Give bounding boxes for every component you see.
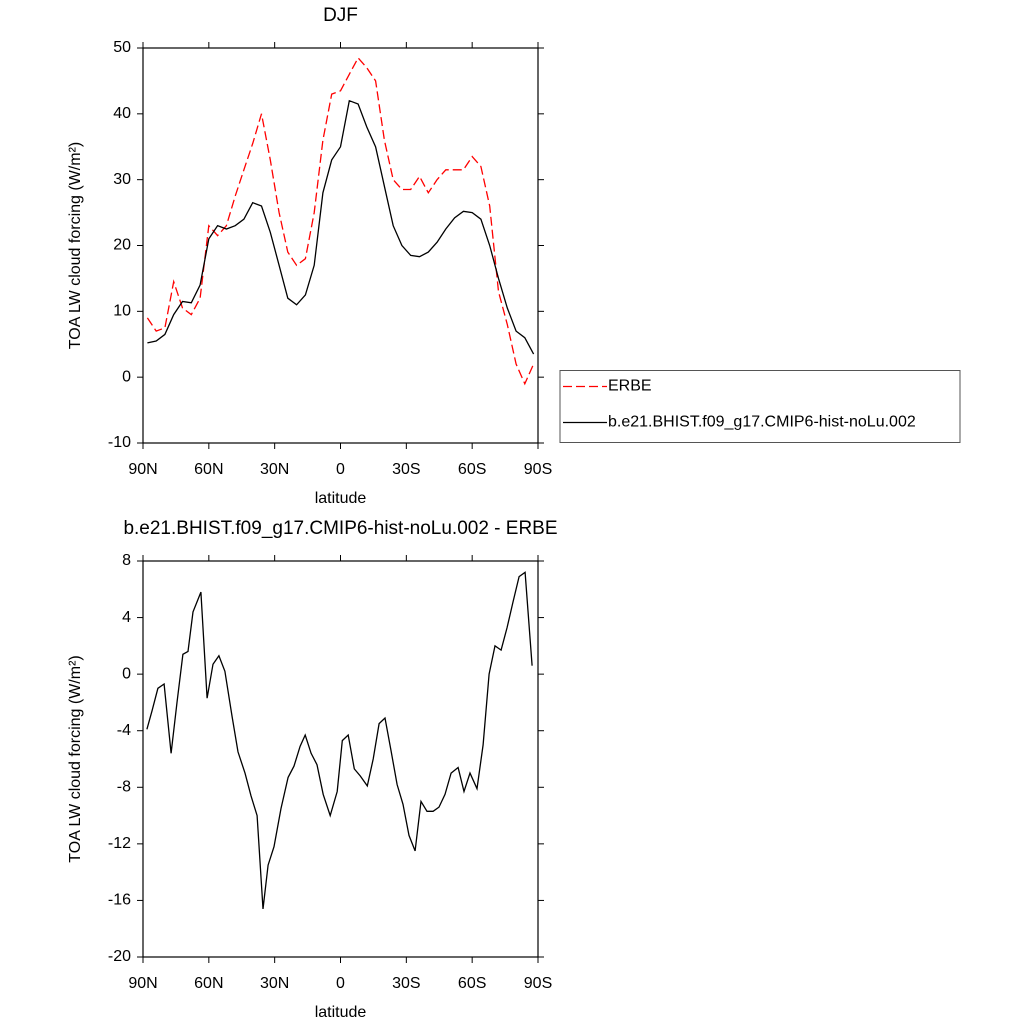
x-tick-label: 90S <box>524 975 552 992</box>
y-tick-label: 50 <box>113 39 131 56</box>
chart-title: b.e21.BHIST.f09_g17.CMIP6-hist-noLu.002 … <box>123 518 557 539</box>
legend-box <box>559 370 961 443</box>
legend-label: b.e21.BHIST.f09_g17.CMIP6-hist-noLu.002 <box>608 414 916 431</box>
chart-title: DJF <box>323 5 358 26</box>
x-tick-label: 0 <box>336 461 345 478</box>
y-tick-label: 30 <box>113 171 131 188</box>
data-line <box>147 99 535 355</box>
x-tick-label: 60S <box>458 975 486 992</box>
y-tick-label: 4 <box>122 609 131 626</box>
x-tick-label: 60S <box>458 461 486 478</box>
legend-label: ERBE <box>608 378 652 395</box>
x-tick-label: 90N <box>128 975 157 992</box>
y-tick-label: -12 <box>108 835 131 852</box>
y-tick-label: 0 <box>122 368 131 385</box>
x-tick-label: 90N <box>128 461 157 478</box>
x-axis-label: latitude <box>315 1004 367 1021</box>
y-tick-label: 20 <box>113 237 131 254</box>
data-line <box>146 56 535 386</box>
x-tick-label: 30N <box>260 975 289 992</box>
y-tick-label: 40 <box>113 105 131 122</box>
x-tick-label: 0 <box>336 975 345 992</box>
x-tick-label: 30N <box>260 461 289 478</box>
y-tick-label: 8 <box>122 552 131 569</box>
y-tick-label: 10 <box>113 303 131 320</box>
data-line <box>146 571 533 909</box>
plot-frame <box>142 47 539 444</box>
y-tick-label: 0 <box>122 665 131 682</box>
y-tick-label: -10 <box>108 434 131 451</box>
x-tick-label: 30S <box>392 975 420 992</box>
y-axis-label: TOA LW cloud forcing (W/m²) <box>67 655 84 862</box>
x-tick-label: 90S <box>524 461 552 478</box>
y-tick-label: -20 <box>108 948 131 965</box>
x-tick-label: 30S <box>392 461 420 478</box>
y-axis-label: TOA LW cloud forcing (W/m²) <box>67 142 84 349</box>
x-tick-label: 60N <box>194 461 223 478</box>
x-axis-label: latitude <box>315 490 367 507</box>
y-tick-label: -8 <box>117 779 131 796</box>
x-tick-label: 60N <box>194 975 223 992</box>
y-tick-label: -4 <box>117 722 131 739</box>
y-tick-label: -16 <box>108 892 131 909</box>
